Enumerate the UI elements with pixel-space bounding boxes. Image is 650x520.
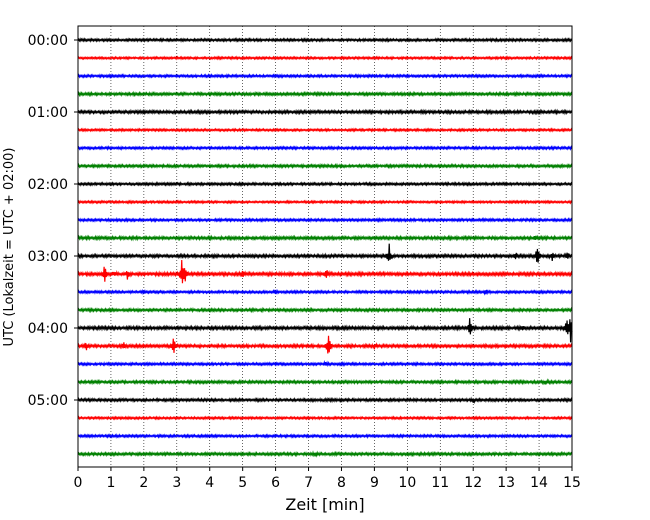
trace-line	[77, 162, 573, 170]
trace-line	[77, 288, 573, 296]
x-tick-label: 9	[370, 475, 379, 491]
trace-line	[77, 335, 573, 354]
trace-line	[77, 55, 573, 61]
trace-line	[77, 145, 573, 151]
y-tick-label: 02:00	[28, 177, 68, 193]
trace-line	[77, 127, 573, 133]
x-tick-label: 10	[398, 475, 416, 491]
x-tick-label: 4	[205, 475, 214, 491]
x-tick-label: 2	[139, 475, 148, 491]
seismic-traces	[77, 36, 573, 458]
x-tick-label: 7	[304, 475, 313, 491]
x-axis-ticks: 0 1 2 3 4 5 6 7 8 9 10 11 12 13 14 15	[74, 467, 581, 491]
trace-line	[77, 318, 573, 343]
trace-line	[77, 216, 573, 224]
x-tick-label: 15	[563, 475, 581, 491]
y-tick-label: 00:00	[28, 33, 68, 49]
x-tick-label: 3	[172, 475, 181, 491]
x-tick-label: 13	[497, 475, 515, 491]
trace-line	[77, 433, 573, 439]
trace-line	[77, 180, 573, 187]
x-axis-label: Zeit [min]	[285, 495, 364, 514]
x-tick-label: 12	[464, 475, 482, 491]
y-tick-label: 04:00	[28, 321, 68, 337]
x-tick-label: 8	[337, 475, 346, 491]
trace-line	[77, 243, 573, 263]
y-axis-ticks: 00:00 01:00 02:00 03:00 04:00 05:00	[28, 33, 78, 409]
trace-line	[77, 108, 573, 116]
trace-line	[77, 90, 573, 98]
plot-frame	[77, 25, 573, 468]
trace-line	[77, 378, 573, 386]
x-tick-label: 6	[271, 475, 280, 491]
trace-line	[77, 306, 573, 314]
trace-line	[77, 259, 573, 284]
y-tick-label: 01:00	[28, 105, 68, 121]
trace-line	[77, 396, 573, 404]
trace-line	[77, 450, 573, 458]
x-tick-label: 1	[106, 475, 115, 491]
trace-line	[77, 73, 573, 79]
trace-line	[77, 360, 573, 368]
y-axis-label: UTC (Lokalzeit = UTC + 02:00)	[2, 148, 17, 347]
trace-line	[77, 234, 573, 242]
y-tick-label: 03:00	[28, 249, 68, 265]
y-tick-label: 05:00	[28, 393, 68, 409]
trace-line	[77, 415, 573, 421]
x-tick-label: 0	[74, 475, 83, 491]
trace-line	[77, 199, 573, 205]
trace-line	[77, 36, 573, 43]
x-tick-label: 5	[238, 475, 247, 491]
x-tick-label: 14	[530, 475, 548, 491]
x-tick-label: 11	[431, 475, 449, 491]
